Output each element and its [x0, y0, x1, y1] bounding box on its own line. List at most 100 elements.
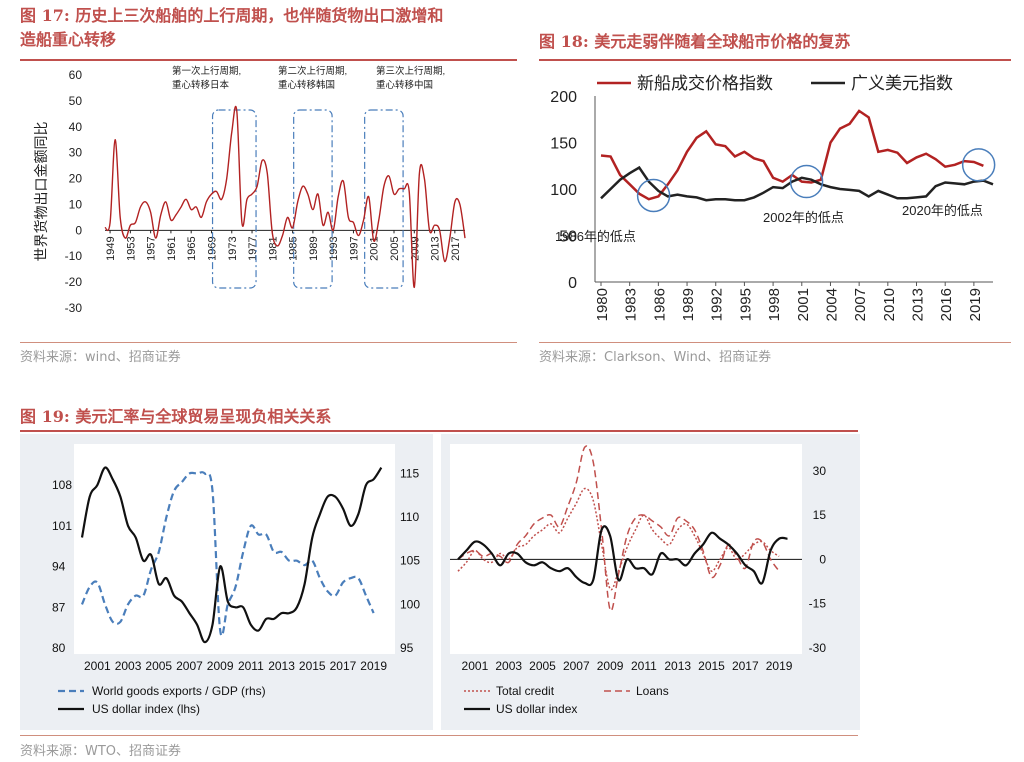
fig19-left-series-exports-gdp [80, 471, 375, 637]
fig19-right-ytick-label: -30 [809, 641, 827, 655]
fig17-xtick-label: 1973 [227, 236, 239, 260]
fig19-right-plot-area [450, 444, 802, 654]
fig18-xtick-label: 2016 [938, 288, 955, 321]
fig18-ytick-label: 200 [550, 89, 577, 106]
fig18-low-circle [961, 148, 996, 182]
fig19-left-xtick-label: 2017 [330, 659, 357, 673]
fig18-series-usd-index [600, 165, 994, 202]
fig19-right-ytick-label: -15 [809, 597, 827, 611]
fig17-ytick-label: -30 [65, 301, 83, 315]
fig17-xtick-label: 2017 [450, 236, 462, 260]
fig17-ytick-label: 0 [75, 223, 82, 237]
fig19-left-xtick-label: 2015 [299, 659, 326, 673]
fig18-ytick-label: 100 [550, 182, 577, 199]
fig17-xtick-label: 1957 [146, 236, 158, 260]
fig18-annotation: 2002年的低点 [763, 210, 844, 225]
fig17-title-line1: 图 17: 历史上三次船舶的上行周期，也伴随货物出口激增和 [20, 6, 444, 25]
fig17-xtick-label: 1997 [348, 236, 360, 260]
fig19-title-rule [20, 430, 858, 432]
fig19-right-ytick-label: 30 [813, 464, 827, 478]
fig19-right-legend-label: Total credit [496, 684, 555, 698]
fig19-left-xtick-label: 2013 [268, 659, 295, 673]
fig19-right-xtick-label: 2003 [495, 659, 522, 673]
fig18-title-rule [539, 59, 1011, 61]
fig18-ytick-label: 50 [559, 229, 577, 246]
fig17-ytick-label: -20 [65, 275, 83, 289]
fig19-left-legend-label: US dollar index (lhs) [92, 702, 200, 716]
fig18-legend-label: 新船成交价格指数 [637, 74, 773, 93]
fig18-low-circle [789, 164, 824, 199]
fig17-ytick-label: 10 [69, 197, 83, 211]
fig19-right-xtick-label: 2015 [698, 659, 725, 673]
fig19-left-series-usd-index [80, 466, 383, 644]
fig19-left-xtick-label: 2001 [84, 659, 111, 673]
fig19-left-ytick-lhs: 101 [52, 519, 72, 533]
fig19-right-legend-label: US dollar index [496, 702, 577, 716]
fig18-xtick-label: 2013 [910, 288, 927, 321]
fig18-source: 资料来源：Clarkson、Wind、招商证券 [539, 350, 772, 365]
fig17-annotation-line2: 重心转移中国 [376, 79, 433, 91]
fig18-xtick-label: 1983 [623, 288, 640, 321]
fig19-left-ytick-lhs: 87 [52, 600, 66, 614]
fig18-xtick-label: 2007 [852, 288, 869, 321]
fig19-left-xtick-label: 2007 [176, 659, 203, 673]
fig19-right-xtick-label: 2017 [732, 659, 759, 673]
fig19-left-ytick-lhs: 94 [52, 560, 66, 574]
fig17-annotation-line1: 第二次上行周期, [278, 65, 347, 77]
fig18-legend-label: 广义美元指数 [851, 74, 953, 93]
fig19-right-legend-label: Loans [636, 684, 669, 698]
fig19-left-plot-area [74, 444, 395, 654]
fig19-left-ytick-rhs: 105 [400, 554, 420, 568]
fig19-left-xtick-label: 2011 [238, 659, 264, 673]
fig17-xtick-label: 1989 [308, 236, 320, 260]
fig17-xtick-label: 2005 [389, 236, 401, 260]
fig19-left-ytick-rhs: 110 [400, 510, 419, 524]
fig17-ylabel: 世界货物出口金额同比 [33, 122, 49, 262]
fig17-xtick-label: 2013 [430, 236, 442, 260]
fig18-annotation: 1986年的低点 [555, 229, 636, 244]
fig18-title: 图 18: 美元走弱伴随着全球船市价格的复苏 [539, 32, 851, 51]
fig19-left-ytick-rhs: 95 [400, 641, 414, 655]
fig18-xtick-label: 1980 [594, 288, 611, 321]
fig19-source-rule [20, 735, 858, 736]
fig17-xtick-label: 2001 [369, 236, 381, 260]
fig19-left-xtick-label: 2005 [145, 659, 172, 673]
fig18-xtick-label: 2010 [881, 288, 898, 321]
fig17-xtick-label: 1953 [125, 236, 137, 260]
fig17-title-rule [20, 59, 517, 61]
fig17-annotation-line2: 重心转移韩国 [278, 79, 335, 91]
fig17-xtick-label: 1949 [105, 236, 117, 260]
fig18-ytick-label: 0 [568, 275, 577, 292]
fig19-right-xtick-label: 2005 [529, 659, 556, 673]
fig19-left-xtick-label: 2019 [360, 659, 387, 673]
fig17-title: 图 17: 历史上三次船舶的上行周期，也伴随货物出口激增和 造船重心转移 [20, 4, 520, 52]
fig17-chart: 世界货物出口金额同比 60 50 40 30 20 10 0 -10 -20 -30 1949 1953… [33, 65, 466, 315]
fig19-right-ytick-label: 0 [819, 552, 826, 566]
fig17-series-line [104, 105, 466, 289]
fig18-annotation: 2020年的低点 [902, 203, 983, 218]
fig18-xtick-label: 1989 [680, 288, 697, 321]
fig17-annotation-line2: 重心转移日本 [172, 79, 230, 91]
fig17-title-line2: 造船重心转移 [20, 30, 117, 49]
fig19-right-xtick-label: 2007 [563, 659, 590, 673]
fig17-ytick-label: 30 [69, 146, 83, 160]
fig19-right-ytick-label: 15 [813, 508, 827, 522]
fig19-right-series-usd-index [457, 525, 788, 587]
fig19-right-xtick-label: 2019 [766, 659, 793, 673]
fig17-xtick-label: 1981 [267, 236, 279, 260]
fig19-left-ytick-lhs: 80 [52, 641, 66, 655]
fig18-xtick-label: 1986 [651, 288, 668, 321]
fig17-xtick-label: 1985 [288, 236, 300, 260]
fig19-left-xtick-label: 2009 [207, 659, 234, 673]
fig17-xtick-label: 1961 [166, 236, 178, 260]
fig17-ytick-label: 40 [69, 120, 83, 134]
fig19-source: 资料来源：WTO、招商证券 [20, 744, 182, 759]
fig17-ytick-label: 50 [69, 94, 83, 108]
fig17-annotation-line1: 第三次上行周期, [376, 65, 445, 77]
fig17-source: 资料来源：wind、招商证券 [20, 350, 181, 365]
fig17-annotation-line1: 第一次上行周期, [172, 65, 241, 77]
fig18-xtick-label: 1992 [709, 288, 726, 321]
fig19-left-ytick-rhs: 115 [400, 466, 419, 480]
fig18-source-rule [539, 342, 1011, 343]
